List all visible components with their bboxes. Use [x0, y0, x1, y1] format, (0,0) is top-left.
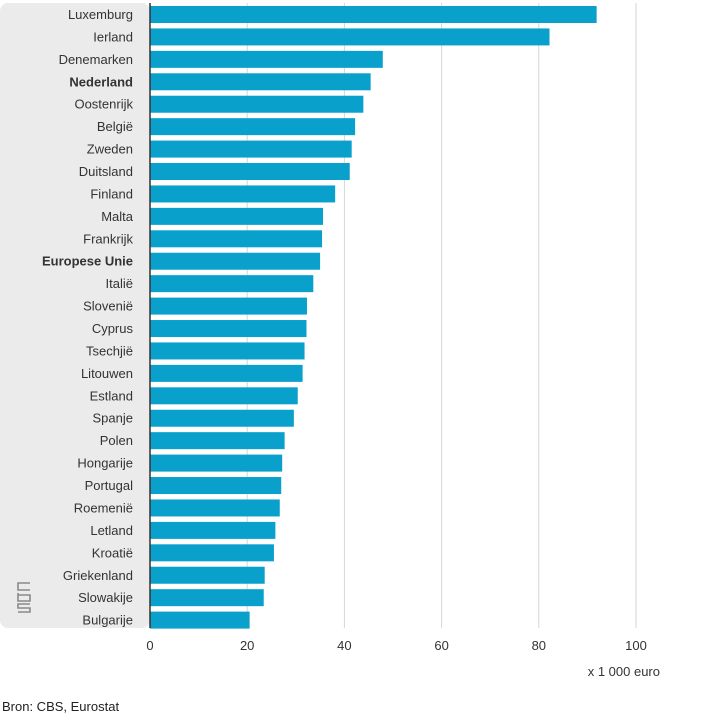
bar — [150, 454, 283, 472]
category-label: Denemarken — [59, 52, 133, 67]
x-tick-label: 60 — [434, 638, 448, 653]
bar — [150, 409, 294, 427]
bar — [150, 275, 314, 293]
category-label: Duitsland — [79, 164, 133, 179]
bar — [150, 364, 303, 382]
category-label: Ierland — [93, 29, 133, 44]
x-tick-label: 20 — [240, 638, 254, 653]
bar — [150, 320, 307, 338]
category-label: Polen — [100, 433, 133, 448]
x-tick-label: 40 — [337, 638, 351, 653]
x-axis-label: x 1 000 euro — [588, 664, 660, 679]
source-note: Bron: CBS, Eurostat — [2, 699, 120, 714]
bar — [150, 342, 305, 360]
bar — [150, 432, 285, 450]
category-label: Slowakije — [78, 590, 133, 605]
category-label: Nederland — [69, 74, 133, 89]
bar — [150, 140, 352, 158]
category-label: Cyprus — [92, 321, 134, 336]
category-label: Luxemburg — [68, 7, 133, 22]
category-labels: Luxemburg Ierland Denemarken Nederland Ooste… — [42, 7, 134, 628]
bar — [150, 252, 321, 270]
category-label: Bulgarije — [82, 613, 133, 628]
category-label: Italië — [106, 276, 133, 291]
category-label: Letland — [90, 523, 133, 538]
category-label: Malta — [101, 209, 134, 224]
bar — [150, 544, 274, 562]
bar — [150, 163, 350, 181]
bar — [150, 230, 323, 248]
bar — [150, 589, 264, 607]
category-label: Europese Unie — [42, 254, 133, 269]
bar — [150, 28, 550, 46]
category-label: Oostenrijk — [74, 97, 133, 112]
category-label: Tsechjië — [86, 343, 133, 358]
category-label: Frankrijk — [83, 231, 133, 246]
cbs-logo — [17, 582, 31, 613]
bar — [150, 95, 364, 113]
category-label: Litouwen — [81, 366, 133, 381]
bar — [150, 477, 282, 495]
bars — [150, 6, 597, 629]
x-tick-label: 0 — [146, 638, 153, 653]
bar — [150, 566, 265, 584]
x-tick-labels: 0 20 40 60 80 100 — [146, 638, 646, 653]
category-label: Spanje — [93, 411, 133, 426]
bar — [150, 73, 371, 91]
category-label: Portugal — [85, 478, 134, 493]
bar — [150, 6, 597, 23]
category-label: Estland — [90, 388, 133, 403]
bar — [150, 185, 336, 203]
category-label: Griekenland — [63, 568, 133, 583]
bar — [150, 207, 324, 225]
category-label: Finland — [90, 186, 133, 201]
category-label: Kroatië — [92, 545, 133, 560]
bar — [150, 297, 307, 315]
category-label: Hongarije — [77, 456, 133, 471]
category-panel — [0, 3, 150, 628]
category-label: Zweden — [87, 142, 133, 157]
bar — [150, 387, 298, 405]
bar — [150, 611, 250, 629]
x-tick-label: 80 — [532, 638, 546, 653]
category-label: Roemenië — [74, 500, 133, 515]
bar — [150, 521, 276, 539]
x-tick-label: 100 — [625, 638, 647, 653]
bar — [150, 50, 383, 68]
bar — [150, 499, 280, 517]
category-label: België — [97, 119, 133, 134]
bar — [150, 118, 356, 136]
category-label: Slovenië — [83, 299, 133, 314]
